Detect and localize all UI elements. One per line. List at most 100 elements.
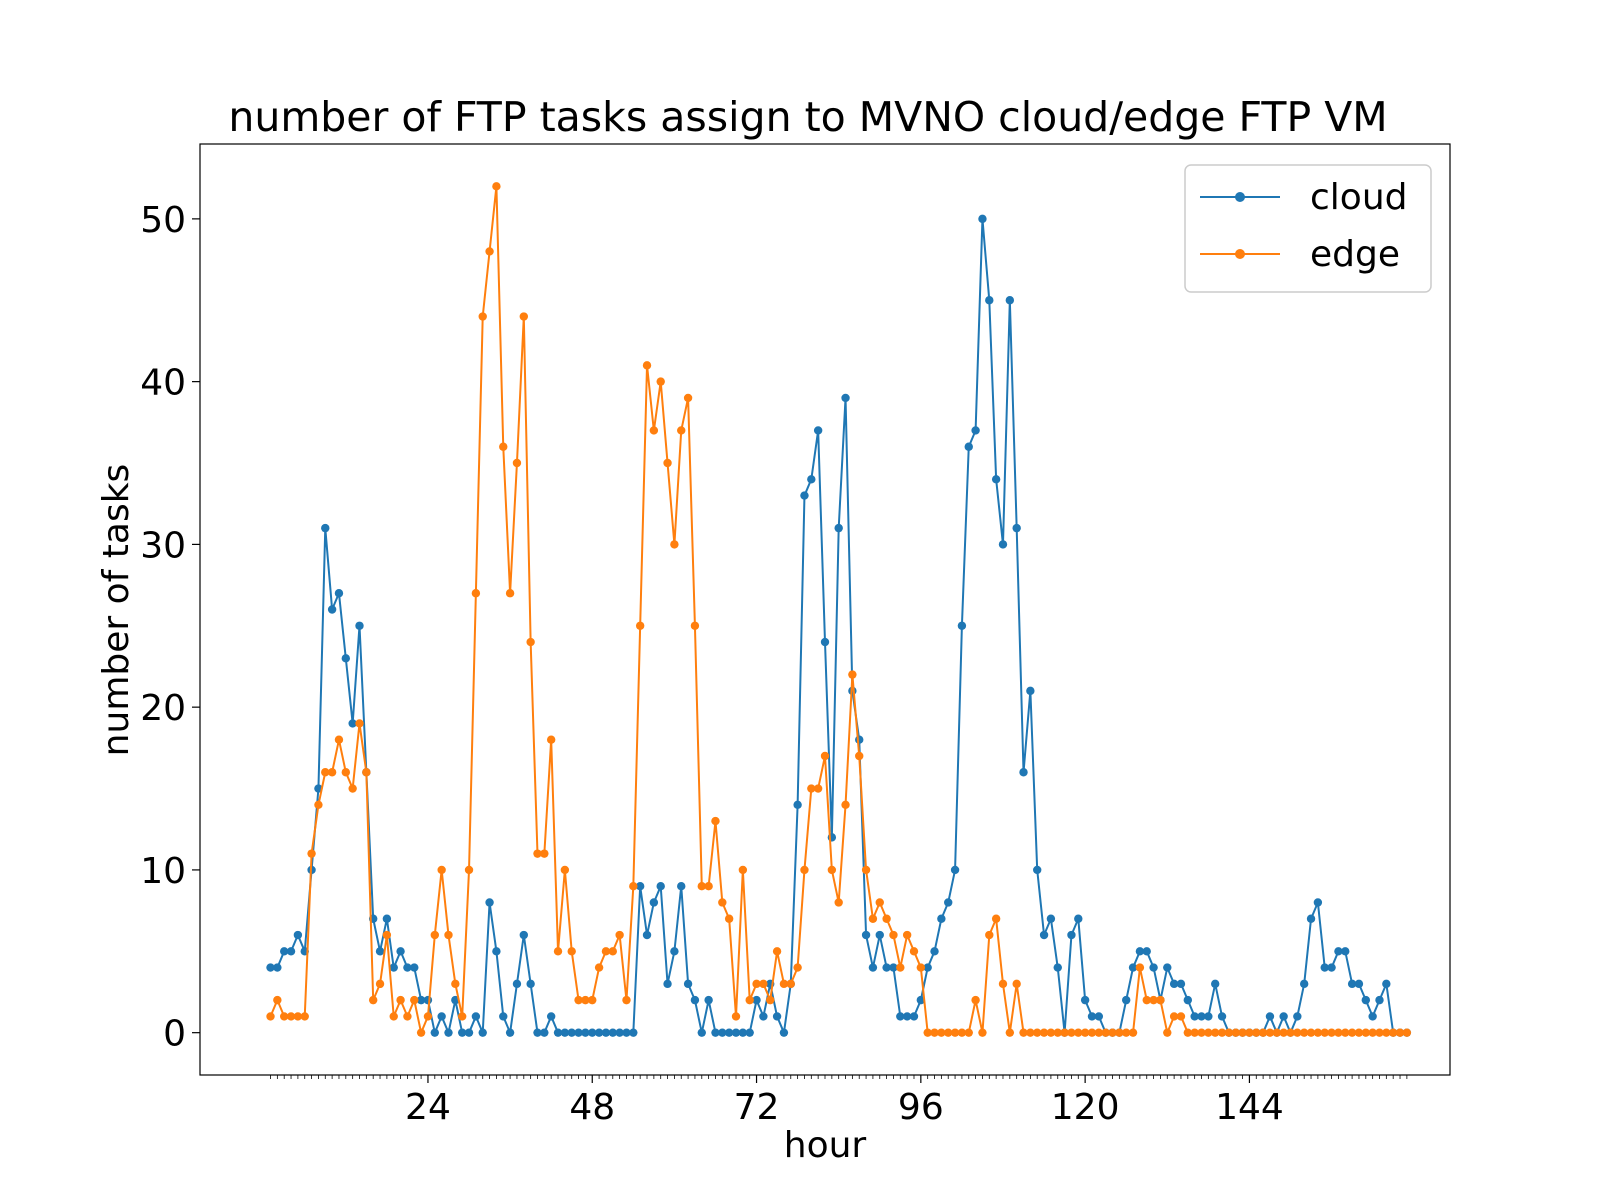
data-point-edge	[998, 979, 1008, 989]
data-point-edge	[1286, 1028, 1295, 1037]
data-point-edge	[1094, 1028, 1104, 1037]
data-point-edge	[574, 995, 583, 1005]
data-point-cloud	[293, 930, 303, 940]
data-point-edge	[540, 849, 549, 858]
data-point-cloud	[416, 995, 426, 1005]
data-point-cloud	[971, 426, 980, 435]
data-point-edge	[738, 865, 748, 875]
legend: cloud edge	[1184, 164, 1432, 293]
data-point-edge	[1306, 1028, 1316, 1037]
data-point-edge	[1115, 1028, 1124, 1037]
data-point-edge	[916, 963, 926, 972]
data-point-edge	[1327, 1028, 1336, 1037]
data-point-cloud	[1067, 930, 1076, 940]
data-point-cloud	[430, 1028, 439, 1037]
data-point-cloud	[1341, 947, 1350, 956]
data-point-edge	[964, 1028, 973, 1037]
data-point-cloud	[540, 1028, 549, 1037]
data-point-cloud	[382, 914, 392, 923]
data-point-cloud	[752, 995, 761, 1005]
data-point-edge	[642, 361, 652, 370]
data-point-edge	[355, 719, 364, 728]
data-point-cloud	[868, 963, 878, 972]
data-point-cloud	[690, 995, 700, 1005]
data-point-edge	[1046, 1028, 1056, 1037]
data-point-edge	[978, 1028, 987, 1037]
data-point-cloud	[1176, 979, 1186, 989]
data-point-cloud	[704, 995, 713, 1005]
data-point-edge	[1238, 1028, 1247, 1037]
data-point-cloud	[738, 1028, 748, 1037]
data-point-edge	[1149, 995, 1158, 1005]
data-point-cloud	[1211, 979, 1220, 989]
y-tick-label: 40	[140, 363, 186, 404]
data-point-edge	[930, 1028, 939, 1037]
data-point-cloud	[355, 621, 364, 630]
data-point-edge	[697, 882, 706, 891]
data-point-cloud	[499, 1012, 508, 1021]
data-point-edge	[991, 914, 1001, 923]
data-point-edge	[1272, 1028, 1282, 1037]
data-point-edge	[759, 979, 768, 989]
data-point-cloud	[1217, 1012, 1227, 1021]
legend-cloud-label: cloud	[1310, 177, 1408, 218]
data-point-edge	[505, 589, 515, 598]
data-point-edge	[1033, 1028, 1042, 1037]
data-point-edge	[670, 540, 679, 549]
data-point-edge	[841, 800, 850, 810]
data-point-cloud	[1320, 963, 1329, 972]
data-point-edge	[1224, 1028, 1234, 1037]
data-point-cloud	[1033, 865, 1042, 875]
data-point-edge	[1135, 963, 1145, 972]
data-point-cloud	[471, 1012, 481, 1021]
data-point-cloud	[1046, 914, 1056, 923]
data-point-cloud	[745, 1028, 754, 1037]
data-point-edge	[410, 995, 419, 1005]
data-point-edge	[848, 670, 857, 679]
data-point-edge	[1334, 1028, 1343, 1037]
data-point-edge	[608, 947, 617, 956]
data-point-edge	[1012, 979, 1021, 989]
data-point-cloud	[1361, 995, 1371, 1005]
y-tick-label: 30	[140, 525, 186, 566]
data-point-cloud	[273, 963, 282, 972]
data-point-cloud	[889, 963, 898, 972]
data-point-edge	[1258, 1028, 1268, 1037]
data-point-cloud	[937, 914, 946, 923]
data-point-cloud	[334, 589, 344, 598]
data-point-edge	[813, 784, 823, 793]
y-tick-label: 0	[163, 1014, 186, 1055]
data-point-cloud	[1087, 1012, 1097, 1021]
data-point-cloud	[855, 735, 864, 744]
x-tick-label: 48	[569, 1087, 615, 1128]
chart-title: number of FTP tasks assign to MVNO cloud…	[228, 93, 1387, 141]
data-point-cloud	[1094, 1012, 1104, 1021]
data-point-cloud	[1265, 1012, 1275, 1021]
data-point-cloud	[1306, 914, 1316, 923]
y-axis: 0 10 20 30 40 50	[140, 200, 200, 1055]
data-point-edge	[1231, 1028, 1240, 1037]
data-point-cloud	[793, 800, 802, 810]
x-tick-label: 24	[405, 1087, 451, 1128]
data-point-cloud	[724, 1028, 734, 1037]
data-point-edge	[519, 312, 528, 321]
data-point-cloud	[608, 1028, 617, 1037]
data-point-edge	[1053, 1028, 1062, 1037]
data-point-edge	[1320, 1028, 1329, 1037]
legend-cloud-marker	[1235, 192, 1245, 202]
data-point-cloud	[930, 947, 939, 956]
data-point-edge	[464, 865, 474, 875]
data-point-edge	[622, 995, 631, 1005]
data-point-edge	[786, 979, 795, 989]
data-point-edge	[300, 1012, 309, 1021]
y-tick-label: 20	[140, 688, 186, 729]
data-point-cloud	[813, 426, 823, 435]
data-point-edge	[800, 865, 809, 875]
data-point-cloud	[998, 540, 1008, 549]
data-point-edge	[1361, 1028, 1371, 1037]
data-point-cloud	[341, 654, 351, 663]
data-point-edge	[1074, 1028, 1083, 1037]
data-point-edge	[711, 816, 720, 826]
data-point-edge	[615, 930, 624, 940]
